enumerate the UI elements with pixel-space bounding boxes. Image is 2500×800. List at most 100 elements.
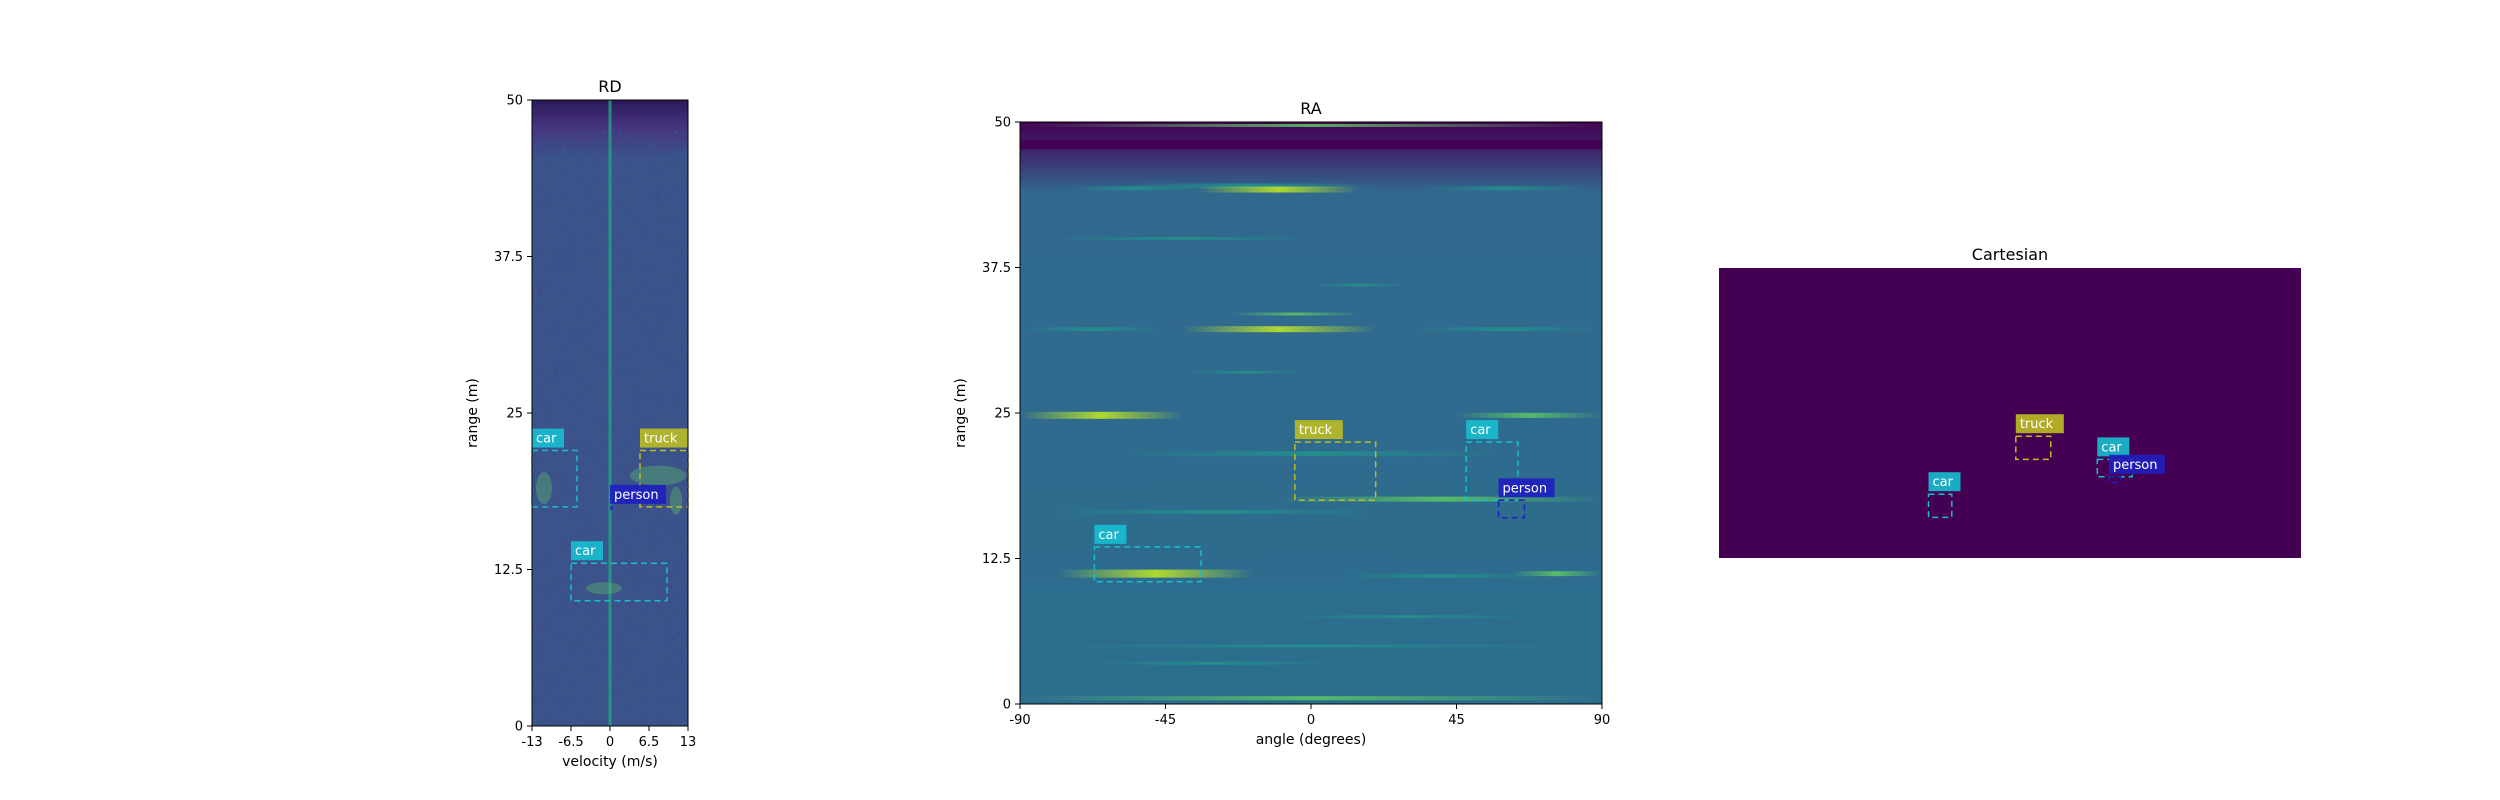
rd-noise <box>668 461 671 464</box>
ra-dark-band <box>1020 139 1602 150</box>
rd-noise <box>581 302 584 305</box>
rd-noise <box>583 445 586 448</box>
rd-noise <box>672 233 675 236</box>
rd-noise <box>619 511 622 514</box>
rd-noise <box>546 405 549 408</box>
rd-noise <box>580 508 583 511</box>
rd-noise <box>598 488 601 491</box>
rd-noise <box>551 326 554 329</box>
rd-noise <box>556 568 559 571</box>
rd-noise <box>644 605 647 608</box>
rd-noise <box>655 449 658 452</box>
rd-noise <box>594 405 597 408</box>
rd-detection-box <box>609 506 613 510</box>
rd-noise <box>571 494 574 497</box>
rd-noise <box>588 404 591 407</box>
rd-noise <box>641 467 644 470</box>
rd-noise <box>664 672 667 675</box>
rd-xtick-label: -13 <box>521 735 542 750</box>
rd-noise <box>662 419 665 422</box>
rd-noise <box>612 159 615 162</box>
rd-detection-label: truck <box>644 432 678 447</box>
rd-noise <box>600 706 603 709</box>
rd-noise <box>595 624 598 627</box>
rd-noise <box>604 590 607 593</box>
rd-noise <box>656 202 659 205</box>
rd-noise <box>617 288 620 291</box>
rd-noise <box>586 611 589 614</box>
rd-noise <box>593 669 596 672</box>
rd-hotspot <box>670 486 682 515</box>
rd-noise <box>548 151 551 154</box>
rd-noise <box>671 275 674 278</box>
rd-noise <box>572 345 575 348</box>
rd-noise <box>558 697 561 700</box>
ra-streak <box>1020 696 1602 701</box>
rd-noise <box>629 612 632 615</box>
rd-noise <box>650 531 653 534</box>
rd-noise <box>658 353 661 356</box>
rd-noise <box>620 214 623 217</box>
rd-noise <box>553 362 556 365</box>
rd-noise <box>662 680 665 683</box>
rd-noise <box>556 267 559 270</box>
rd-noise <box>604 275 607 278</box>
rd-noise <box>594 423 597 426</box>
rd-noise <box>598 494 601 497</box>
rd-noise <box>659 360 662 363</box>
rd-noise <box>658 330 661 333</box>
rd-noise <box>625 511 628 514</box>
rd-noise <box>620 196 623 199</box>
rd-noise <box>618 506 621 509</box>
rd-noise <box>621 704 624 707</box>
rd-noise <box>585 370 588 373</box>
rd-noise <box>563 480 566 483</box>
rd-noise <box>597 162 600 165</box>
rd-noise <box>537 398 540 401</box>
cart-detection-label: car <box>1933 475 1954 490</box>
rd-ytick-label: 0 <box>515 720 523 735</box>
rd-noise <box>657 481 660 484</box>
rd-noise <box>549 502 552 505</box>
rd-noise <box>664 527 667 530</box>
rd-noise <box>549 267 552 270</box>
rd-noise <box>678 312 681 315</box>
rd-noise <box>633 190 636 193</box>
rd-noise <box>673 530 676 533</box>
rd-panel: car truck person car RD -13 -6.5 0 6.5 13 0 12.5 25 3… <box>465 77 696 770</box>
rd-noise <box>589 184 592 187</box>
rd-noise <box>611 170 614 173</box>
rd-noise <box>627 169 630 172</box>
rd-noise <box>617 331 620 334</box>
rd-noise <box>627 286 630 289</box>
rd-noise <box>627 201 630 204</box>
rd-noise <box>637 407 640 410</box>
rd-noise <box>533 365 536 368</box>
rd-noise <box>668 145 671 148</box>
rd-noise <box>579 196 582 199</box>
rd-detection-label: car <box>536 432 557 447</box>
rd-noise <box>600 469 603 472</box>
rd-noise <box>683 611 686 614</box>
rd-noise <box>680 345 683 348</box>
rd-noise <box>544 532 547 535</box>
rd-noise <box>603 130 606 133</box>
rd-noise <box>666 208 669 211</box>
rd-noise <box>562 293 565 296</box>
rd-noise <box>678 697 681 700</box>
rd-noise <box>543 589 546 592</box>
rd-noise <box>560 627 563 630</box>
ra-streak <box>1020 327 1166 332</box>
rd-noise <box>571 425 574 428</box>
rd-noise <box>639 380 642 383</box>
ra-xtick-label: -90 <box>1009 713 1030 728</box>
rd-noise <box>667 562 670 565</box>
rd-noise <box>685 193 688 196</box>
rd-noise <box>623 211 626 214</box>
rd-noise <box>656 665 659 668</box>
rd-noise <box>574 136 577 139</box>
rd-noise <box>628 531 631 534</box>
rd-noise <box>558 271 561 274</box>
ra-streak <box>1511 571 1602 577</box>
rd-noise <box>587 388 590 391</box>
